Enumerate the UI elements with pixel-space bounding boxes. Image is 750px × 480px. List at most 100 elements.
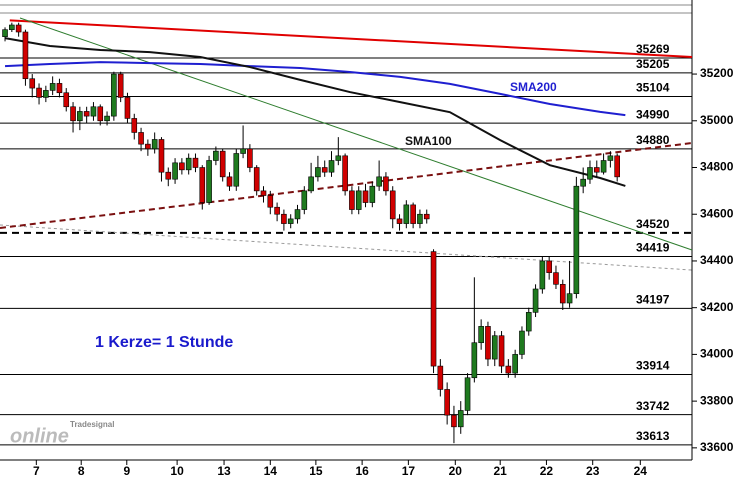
level-label: 34197	[636, 293, 670, 307]
x-tick-label: 14	[264, 464, 278, 478]
candle-body	[213, 150, 219, 161]
candle-body	[29, 78, 36, 89]
candle-body	[165, 171, 172, 180]
candle-body	[559, 284, 566, 304]
candle-body	[274, 206, 280, 215]
candle-body	[593, 167, 600, 173]
candle-body	[600, 160, 607, 173]
logo: Tradesignal	[70, 420, 114, 429]
candle-body	[247, 148, 253, 168]
candle-body	[437, 365, 444, 390]
x-tick-label: 24	[634, 464, 648, 478]
candle-body	[63, 92, 70, 108]
y-tick-label: 35200	[700, 66, 734, 80]
trendline	[0, 141, 693, 230]
candle-body	[43, 90, 49, 98]
level-label: 34520	[636, 217, 670, 231]
candle-body	[131, 118, 138, 133]
candle-body	[22, 31, 29, 80]
candle-body	[226, 176, 233, 187]
sma-line	[4, 61, 626, 117]
y-tick-label: 34600	[700, 206, 734, 220]
candle-body	[525, 312, 532, 332]
candle-body	[151, 139, 158, 150]
level-label: 35104	[636, 81, 670, 95]
x-tick-label: 22	[540, 464, 554, 478]
candle-body	[403, 204, 410, 224]
candle-body	[342, 155, 348, 192]
x-tick-label: 9	[123, 464, 130, 478]
candle-body	[376, 176, 382, 187]
candle-body	[70, 106, 76, 122]
x-tick-label: 17	[402, 464, 416, 478]
x-tick-label: 7	[33, 464, 40, 478]
y-tick-label: 34800	[700, 160, 734, 174]
candle-body	[124, 97, 131, 119]
y-tick-label: 33600	[700, 440, 734, 454]
candle-body	[485, 326, 491, 360]
candle-body	[553, 272, 559, 285]
candle-body	[253, 167, 260, 192]
candle-body	[546, 260, 552, 273]
candle-body	[77, 111, 83, 122]
candle-body	[519, 330, 525, 355]
candle-body	[83, 111, 90, 117]
level-label: 33613	[636, 429, 670, 443]
candle-body	[512, 354, 518, 374]
candle-body	[321, 167, 328, 173]
y-tick-label: 34400	[700, 253, 734, 267]
candle-body	[15, 24, 22, 33]
sma-label: SMA200	[510, 80, 557, 94]
candle-body	[383, 176, 389, 192]
trendline	[19, 17, 693, 251]
candle-body	[539, 260, 546, 290]
candle-body	[294, 209, 301, 220]
candle-body	[498, 335, 505, 367]
trendline	[9, 19, 693, 59]
candle-body	[104, 115, 110, 122]
candle-body	[471, 342, 478, 379]
candle-body	[532, 288, 539, 313]
candle-body	[56, 83, 63, 94]
level-label: 34419	[636, 241, 670, 255]
x-tick-label: 10	[170, 464, 184, 478]
candle-body	[281, 213, 287, 224]
candle-body	[444, 389, 450, 416]
candle-body	[335, 155, 342, 161]
candle-body	[158, 139, 165, 173]
x-tick-label: 15	[309, 464, 323, 478]
sma-label: SMA100	[405, 134, 452, 148]
candle-body	[9, 24, 15, 30]
level-label: 33742	[636, 399, 670, 413]
x-tick-label: 16	[355, 464, 369, 478]
candle-body	[315, 167, 321, 178]
candle-body	[233, 153, 240, 187]
candle-body	[49, 83, 56, 91]
sma-line	[4, 37, 626, 187]
candle-body	[607, 155, 614, 161]
candle-body	[185, 157, 192, 171]
annotation: 1 Kerze= 1 Stunde	[95, 334, 233, 351]
candle-body	[505, 365, 512, 374]
level-label: 35269	[636, 42, 670, 56]
level-label: 34880	[636, 133, 670, 147]
x-tick-label: 8	[78, 464, 85, 478]
candle-body	[2, 29, 8, 37]
candle-body	[355, 190, 362, 210]
candle-body	[457, 410, 464, 428]
candle-body	[206, 160, 212, 203]
x-tick-label: 21	[494, 464, 508, 478]
y-tick-label: 33800	[700, 393, 734, 407]
level-label: 35205	[636, 57, 670, 71]
candle-body	[451, 414, 457, 428]
candle-body	[117, 73, 124, 98]
candle-body	[145, 143, 151, 150]
logo: online	[10, 425, 69, 447]
level-label: 33914	[636, 359, 670, 373]
candle-body	[369, 185, 376, 203]
y-tick-label: 34200	[700, 300, 734, 314]
candle-body	[410, 204, 416, 224]
candle-body	[301, 190, 308, 210]
